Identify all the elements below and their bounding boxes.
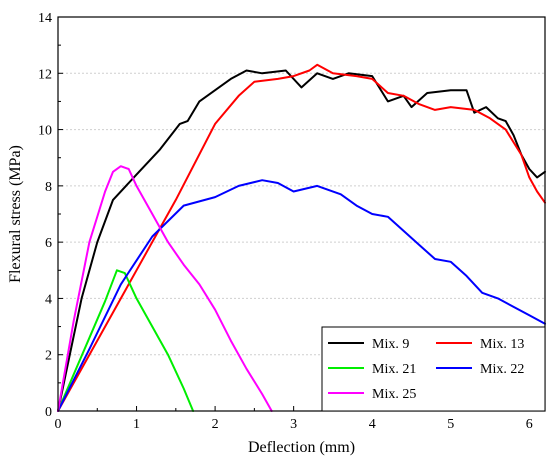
x-tick-label-0: 0: [55, 417, 62, 432]
series-line-mix-22: [57, 179, 546, 412]
y-axis: 0 2 4 6 8 10 12 14: [38, 11, 63, 420]
x-tick-label-1: 1: [133, 417, 140, 432]
y-tick-label-8: 8: [45, 180, 52, 195]
x-tick-label-3: 3: [290, 417, 297, 432]
y-tick-label-6: 6: [45, 236, 52, 251]
series-layer: [57, 63, 546, 412]
y-tick-label-10: 10: [38, 124, 52, 139]
x-tick-label-2: 2: [212, 417, 219, 432]
y-tick-label-2: 2: [45, 349, 52, 364]
x-axis-title: Deflection (mm): [248, 439, 355, 456]
legend-label-mix-13: Mix. 13: [480, 337, 524, 352]
y-tick-label-4: 4: [45, 292, 52, 307]
series-line-mix-13: [57, 63, 546, 412]
x-tick-label-6: 6: [526, 417, 533, 432]
y-axis-title: Flexural stress (MPa): [7, 145, 24, 283]
legend-label-mix-25: Mix. 25: [372, 387, 416, 402]
legend-label-mix-22: Mix. 22: [480, 362, 524, 377]
legend: Mix. 9 Mix. 13 Mix. 21 Mix. 22 Mix. 25: [321, 326, 546, 412]
y-tick-label-14: 14: [38, 11, 52, 26]
x-tick-label-4: 4: [369, 417, 376, 432]
gridlines: [58, 72, 545, 356]
legend-label-mix-21: Mix. 21: [372, 362, 416, 377]
series-line-mix-21: [57, 269, 195, 412]
x-tick-label-5: 5: [447, 417, 454, 432]
series-line-mix-25: [57, 165, 273, 412]
series-line-mix-9: [57, 69, 546, 412]
y-tick-label-0: 0: [45, 405, 52, 420]
legend-label-mix-9: Mix. 9: [372, 337, 409, 352]
y-tick-label-12: 12: [38, 67, 52, 82]
